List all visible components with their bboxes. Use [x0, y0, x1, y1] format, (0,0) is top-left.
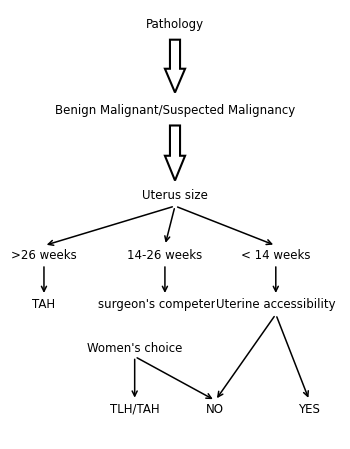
Text: Women's choice: Women's choice: [87, 342, 182, 355]
Text: TLH/TAH: TLH/TAH: [110, 403, 160, 416]
Text: NO: NO: [206, 403, 224, 416]
Text: Benign Malignant/Suspected Malignancy: Benign Malignant/Suspected Malignancy: [55, 104, 295, 117]
Text: YES: YES: [299, 403, 320, 416]
Polygon shape: [165, 125, 185, 180]
Text: Uterus size: Uterus size: [142, 189, 208, 202]
Text: Uterine accessibility: Uterine accessibility: [216, 298, 336, 311]
Text: TAH: TAH: [33, 298, 56, 311]
Polygon shape: [165, 40, 185, 92]
Text: 14-26 weeks: 14-26 weeks: [127, 249, 203, 262]
Text: Pathology: Pathology: [146, 18, 204, 31]
Text: surgeon's competency: surgeon's competency: [98, 298, 232, 311]
Text: < 14 weeks: < 14 weeks: [241, 249, 310, 262]
Text: >26 weeks: >26 weeks: [11, 249, 77, 262]
